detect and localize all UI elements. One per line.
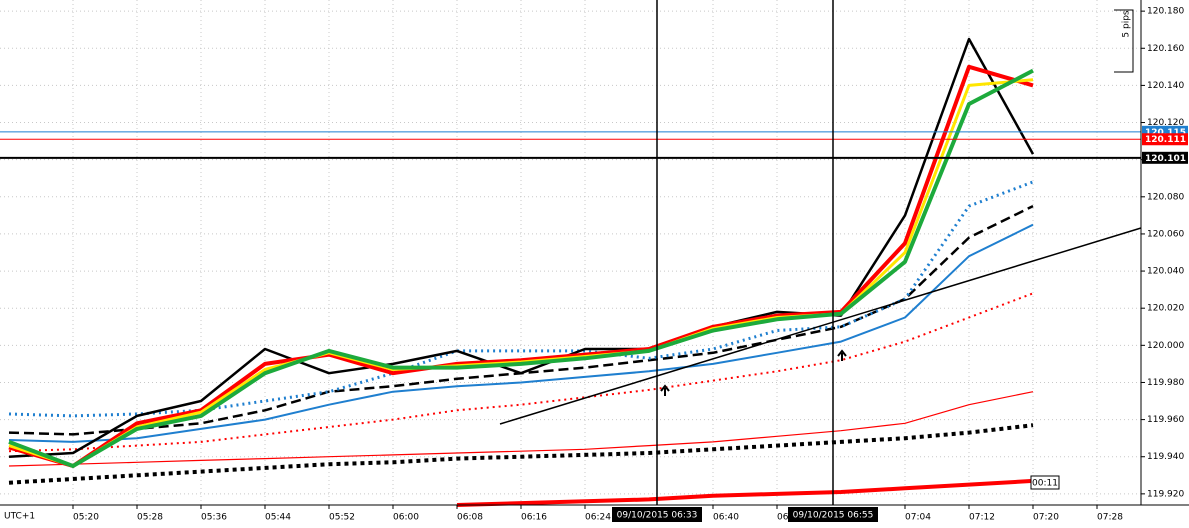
crosshair-label: 09/10/2015 06:33 bbox=[617, 511, 698, 521]
x-tick-label: 06:24 bbox=[585, 513, 611, 523]
x-tick-label: 07:28 bbox=[1097, 513, 1123, 523]
y-tick-label: 120.180 bbox=[1147, 7, 1184, 17]
x-tick-label: 06:08 bbox=[457, 513, 483, 523]
y-tick-label: 119.980 bbox=[1147, 378, 1184, 388]
series-line bbox=[8, 391, 1034, 467]
clock: 00:11 bbox=[1032, 479, 1058, 489]
x-tick-label: 07:12 bbox=[969, 513, 995, 523]
series-line bbox=[8, 223, 1034, 443]
price-marker bbox=[1142, 133, 1188, 146]
arrow bbox=[837, 349, 847, 361]
y-tick-label: 120.060 bbox=[1147, 229, 1184, 239]
series-line bbox=[8, 423, 1034, 485]
series-line bbox=[8, 64, 1034, 468]
price-marker-label: 120.111 bbox=[1145, 135, 1186, 145]
pips-label: 5 pips bbox=[1122, 10, 1132, 38]
pips-bracket bbox=[1114, 9, 1134, 73]
y-tick-label: 120.160 bbox=[1147, 44, 1184, 54]
y-tick-label: 120.040 bbox=[1147, 267, 1184, 277]
arrow bbox=[660, 384, 670, 396]
overlays bbox=[0, 0, 1141, 505]
x-tick-label: 05:28 bbox=[137, 513, 163, 523]
x-tick-label: 07:04 bbox=[905, 513, 931, 523]
series-line bbox=[8, 68, 1034, 468]
series-line bbox=[8, 37, 1035, 458]
x-tick-label: 05:44 bbox=[265, 513, 291, 523]
y-tick-label: 120.080 bbox=[1147, 192, 1184, 202]
axes: 120.180120.160120.140120.120120.100120.0… bbox=[72, 7, 1188, 523]
x-tick-label: 07:20 bbox=[1033, 513, 1059, 523]
y-tick-label: 120.140 bbox=[1147, 81, 1184, 91]
x-tick-label: 06:00 bbox=[393, 513, 419, 523]
x-tick-label: 05:20 bbox=[73, 513, 99, 523]
y-tick-label: 120.120 bbox=[1147, 118, 1184, 128]
y-tick-label: 120.000 bbox=[1147, 341, 1184, 351]
price-marker bbox=[1142, 151, 1188, 164]
y-tick-label: 119.940 bbox=[1147, 452, 1184, 462]
price-marker-label: 120.115 bbox=[1145, 128, 1186, 138]
grid bbox=[0, 0, 1141, 505]
y-tick-label: 119.960 bbox=[1147, 415, 1184, 425]
series-line bbox=[456, 478, 1034, 507]
trend-line bbox=[499, 227, 1142, 425]
clock-box bbox=[1030, 475, 1060, 490]
y-tick-label: 119.920 bbox=[1147, 489, 1184, 499]
x-tick-label: 06:40 bbox=[713, 513, 739, 523]
timezone: UTC+1 bbox=[4, 512, 35, 522]
crosshair-label-box bbox=[612, 507, 702, 522]
crosshair-label-box bbox=[788, 507, 878, 522]
x-tick-label: 05:36 bbox=[201, 513, 227, 523]
series-line bbox=[8, 292, 1034, 453]
crosshair-label: 09/10/2015 06:55 bbox=[793, 511, 874, 521]
x-tick-label: 05:52 bbox=[329, 513, 355, 523]
price-axis bbox=[1141, 0, 1189, 505]
y-tick-label: 120.020 bbox=[1147, 304, 1184, 314]
price-marker-label: 120.101 bbox=[1145, 154, 1186, 164]
x-tick-label: 06:16 bbox=[521, 513, 547, 523]
plot bbox=[8, 37, 1035, 507]
